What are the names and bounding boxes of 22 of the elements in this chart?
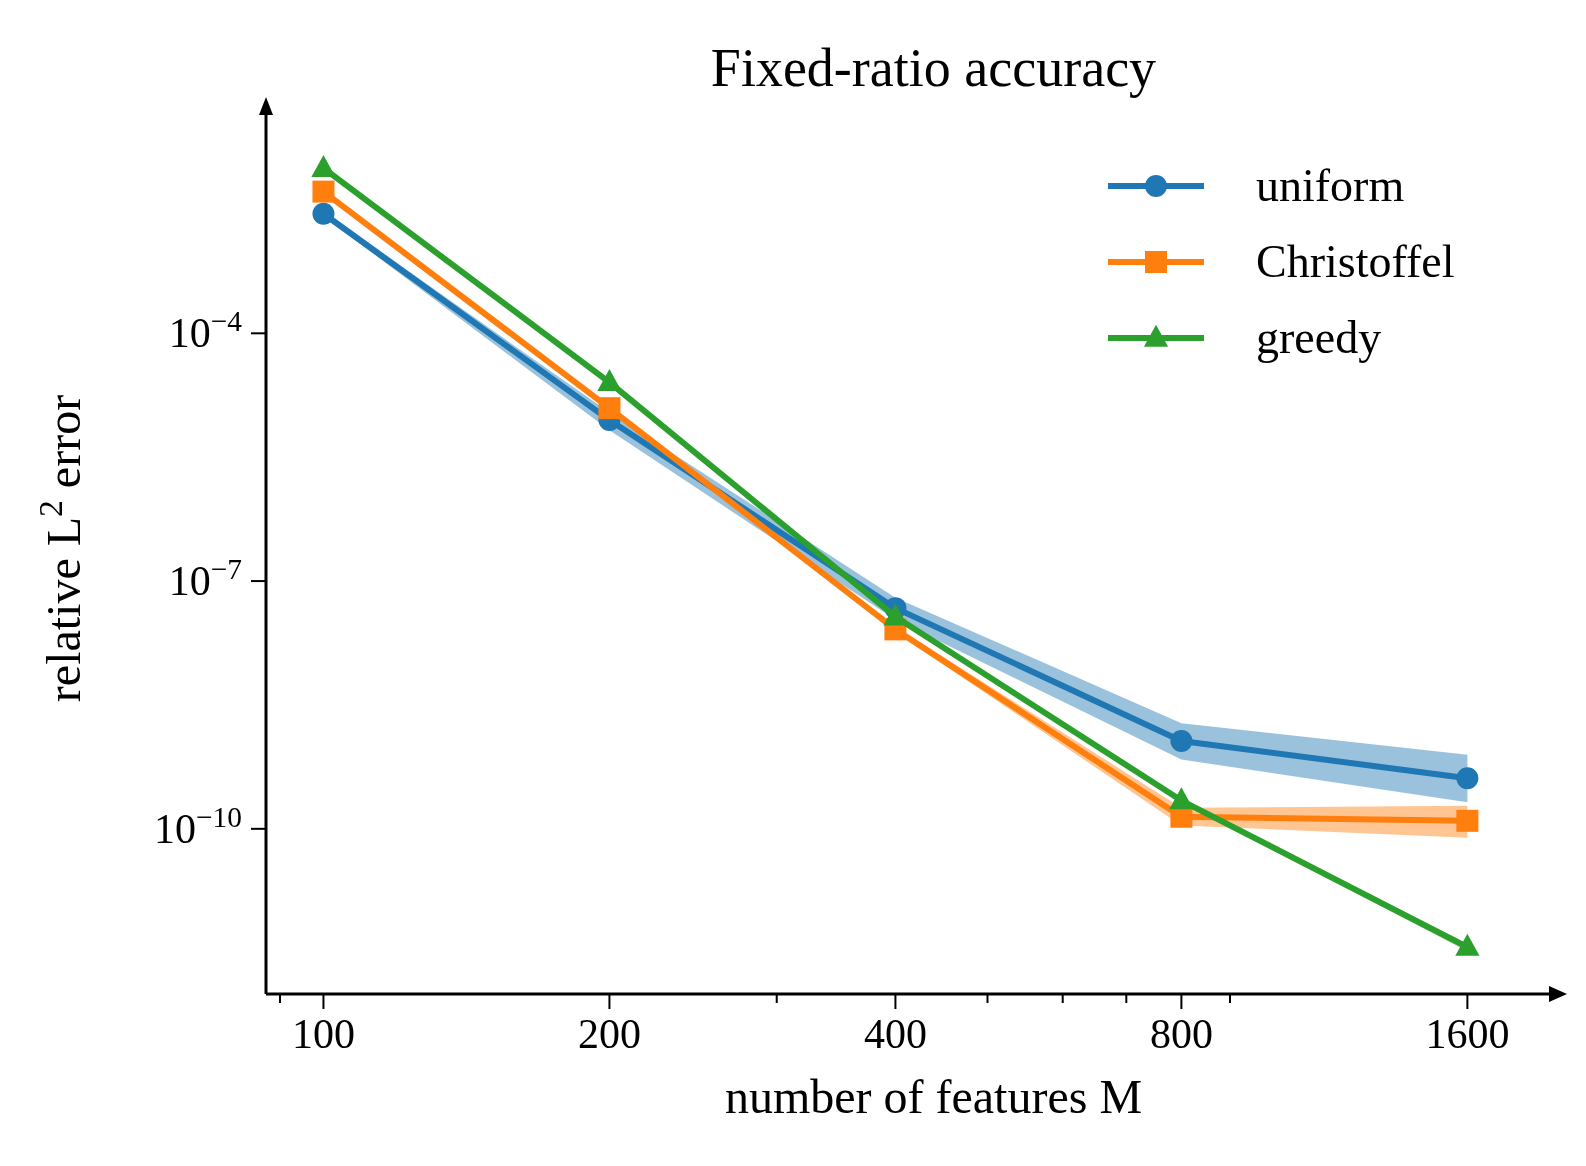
point — [312, 202, 335, 225]
point — [1169, 787, 1194, 810]
point — [598, 397, 621, 420]
x-tick-label: 800 — [1149, 1011, 1213, 1057]
x-tick-label: 200 — [577, 1011, 641, 1057]
point — [1456, 809, 1479, 832]
point — [1170, 729, 1193, 752]
x-tick-label: 100 — [291, 1011, 355, 1057]
x-tick-label: 1600 — [1425, 1011, 1510, 1057]
x-axis-title: number of features M — [724, 1070, 1143, 1123]
y-tick-label: 10$^{−7}$ — [168, 553, 242, 605]
point — [312, 180, 335, 203]
point — [597, 369, 622, 392]
point — [1455, 933, 1480, 956]
legend-label: Christoffel — [1256, 236, 1455, 287]
legend-label: greedy — [1256, 312, 1382, 363]
y-tick-label: 10$^{−4}$ — [168, 305, 243, 357]
legend-label: uniform — [1256, 160, 1405, 211]
chart-title: Fixed-ratio accuracy — [710, 38, 1157, 98]
point — [1456, 767, 1479, 790]
x-tick-label: 400 — [863, 1011, 927, 1057]
y-tick-label: 10$^{−10}$ — [154, 800, 242, 852]
